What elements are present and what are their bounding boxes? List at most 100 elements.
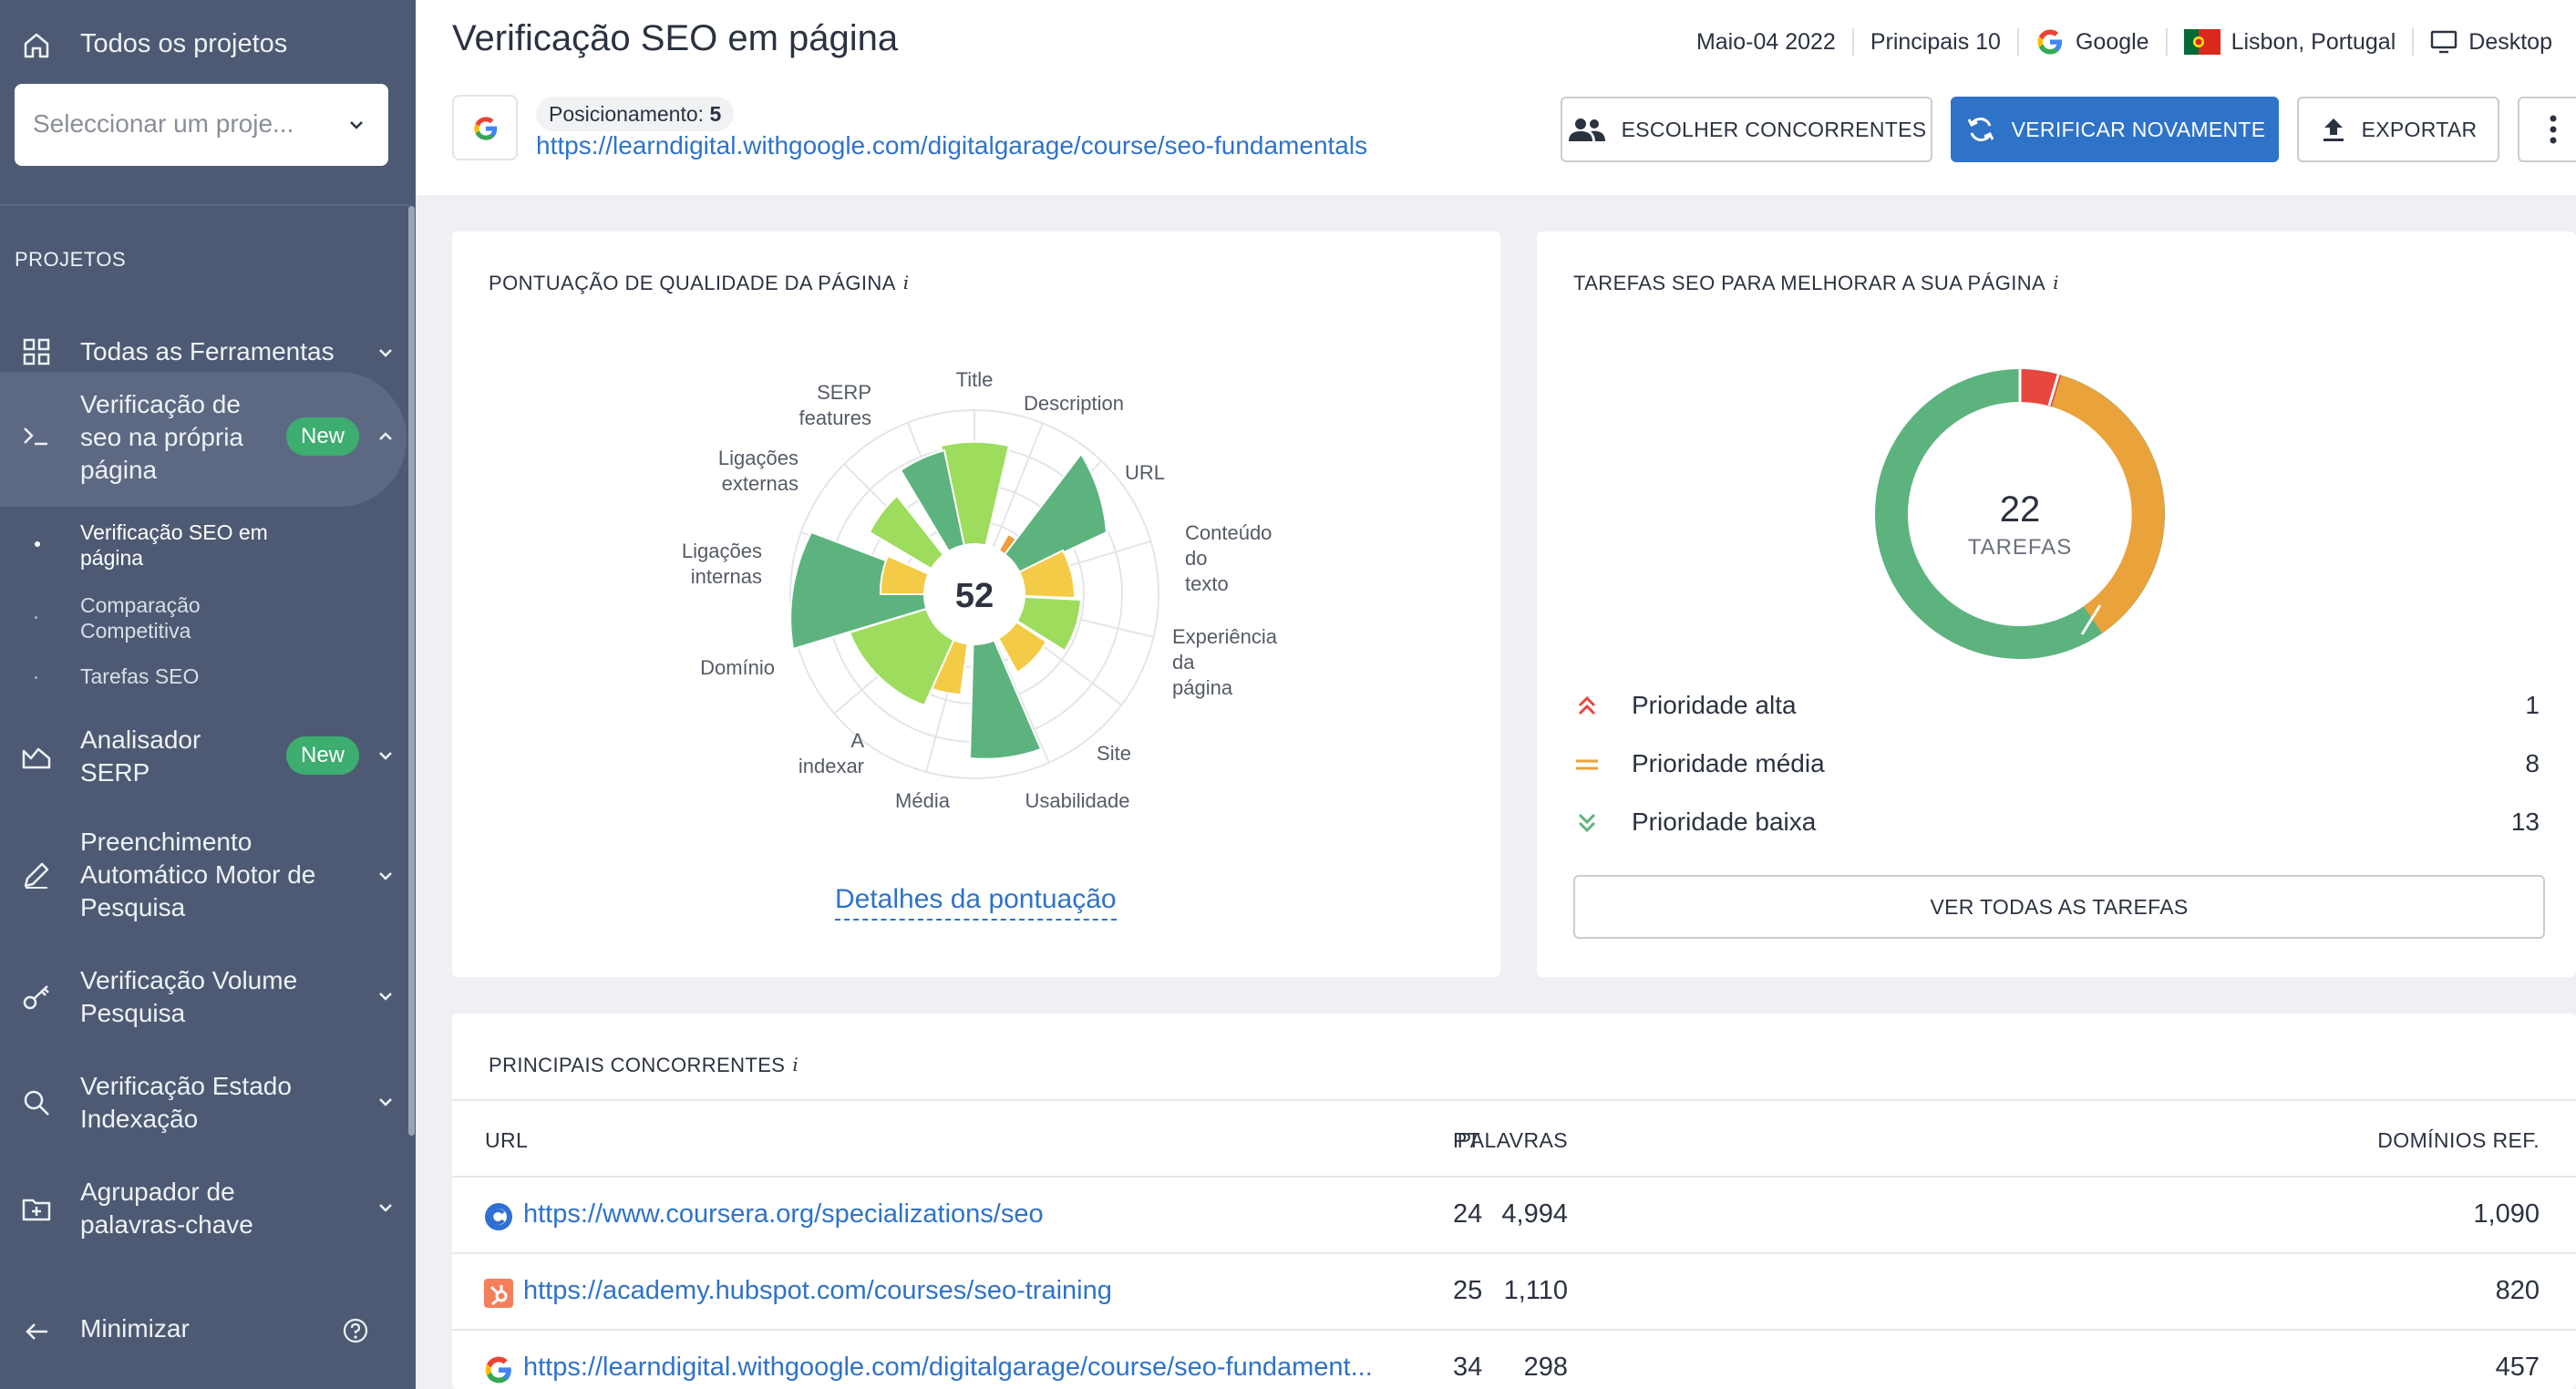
sub-item-seo-tasks[interactable]: Tarefas SEO [80, 664, 199, 689]
info-icon[interactable]: i [2053, 272, 2059, 293]
radar-label-external-links: Ligações [718, 447, 799, 469]
new-badge: New [286, 736, 360, 775]
choose-competitors-button[interactable]: ESCOLHER CONCORRENTES [1561, 97, 1932, 162]
radar-label-content: texto [1185, 572, 1229, 595]
users-icon [1568, 118, 1605, 141]
radar-label-site: Site [1097, 742, 1131, 765]
sidebar-item-label: Indexação [80, 1105, 199, 1133]
sidebar-item-on-page-seo[interactable]: Verificação de seo na própria página New [0, 388, 407, 490]
chart-area-icon [22, 747, 51, 769]
sub-item-bullet [35, 541, 40, 547]
competitor-url-link[interactable]: https://learndigital.withgoogle.com/digi… [523, 1353, 1373, 1382]
sidebar-item-label: Analisador [80, 725, 201, 754]
column-header-ref-domains[interactable]: DOMÍNIOS REF. [2377, 1128, 2540, 1152]
device: Desktop [2430, 29, 2552, 56]
column-header-url[interactable]: URL [485, 1128, 529, 1152]
choose-competitors-label: ESCOLHER CONCORRENTES [1621, 117, 1927, 141]
score-card-title: PONTUAÇÃO DE QUALIDADE DA PÁGINA i [489, 272, 910, 295]
help-icon[interactable] [341, 1316, 370, 1345]
export-button[interactable]: EXPORTAR [2297, 97, 2499, 162]
info-icon[interactable]: i [792, 1054, 799, 1075]
hubspot-icon [484, 1279, 513, 1308]
google-icon [485, 1356, 511, 1384]
more-vertical-icon [2550, 115, 2557, 144]
sidebar-item-label: Pesquisa [80, 999, 186, 1027]
competitor-url-link[interactable]: https://academy.hubspot.com/courses/seo-… [523, 1276, 1112, 1305]
competitor-pt: 25 [1453, 1276, 1483, 1305]
project-select[interactable]: Seleccionar um proje... [15, 84, 388, 166]
google-icon [2037, 29, 2062, 55]
radar-label-page-experience: página [1172, 676, 1233, 699]
info-icon[interactable]: i [902, 272, 910, 293]
sub-item-competitive-comparison[interactable]: Comparação Competitiva [80, 592, 201, 643]
sidebar-item-serp-analyzer[interactable]: Analisador SERP New [0, 724, 407, 789]
sidebar-item-label: Todas as Ferramentas [80, 337, 335, 365]
radar-label-internal-links: Ligações [682, 540, 762, 562]
meta-separator [2412, 28, 2415, 56]
radar-label-page-experience: da [1172, 651, 1195, 674]
sub-item-label: Comparação [80, 593, 201, 617]
search-icon [24, 1090, 49, 1116]
position-badge: Posicionamento: 5 [536, 97, 735, 131]
competitor-ref-domains: 820 [2495, 1276, 2540, 1305]
radar-label-average: Média [895, 789, 951, 812]
position-value: 5 [709, 102, 722, 126]
top-competitors-card: PRINCIPAIS CONCORRENTES i URL PT PALAVRAS… [452, 1013, 2576, 1389]
radar-label-title: Title [956, 368, 994, 391]
monitor-icon [2431, 30, 2458, 54]
meta-separator [1851, 28, 1854, 56]
competitor-pt: 34 [1453, 1353, 1483, 1382]
sidebar-item-search-volume[interactable]: Verificação Volume Pesquisa [0, 964, 407, 1030]
grid-icon [23, 338, 50, 365]
competitor-url-link[interactable]: https://www.coursera.org/specializations… [523, 1199, 1044, 1229]
equals-icon [1576, 759, 1598, 770]
minimize-button[interactable]: Minimizar [0, 1305, 407, 1360]
position-label: Posicionamento: [549, 102, 705, 126]
chevrons-up-icon [1578, 695, 1596, 715]
page-url-link[interactable]: https://learndigital.withgoogle.com/digi… [536, 131, 1368, 159]
folder-plus-icon [22, 1199, 51, 1221]
priority-count: 8 [2525, 749, 2540, 777]
minimize-label: Minimizar [80, 1314, 190, 1343]
all-projects-label: Todos os projetos [80, 29, 288, 58]
sidebar-item-label: Verificação Volume [80, 966, 298, 994]
priority-label: Prioridade média [1632, 749, 1825, 777]
more-options-button[interactable] [2518, 97, 2576, 162]
sidebar-item-keyword-grouper[interactable]: Agrupador de palavras-chave [0, 1176, 407, 1241]
score-details-link[interactable]: Detalhes da pontuação [835, 884, 1117, 921]
radar-label-content: do [1185, 547, 1207, 570]
chevrons-down-icon [1578, 813, 1596, 833]
chevron-down-icon [379, 993, 392, 1001]
project-select-placeholder: Seleccionar um proje... [33, 109, 294, 138]
sidebar-item-index-status[interactable]: Verificação Estado Indexação [0, 1070, 407, 1136]
radar-label-description: Description [1024, 392, 1124, 415]
sidebar-item-label: Verificação de [80, 390, 241, 418]
column-header-pt[interactable]: PT [1453, 1128, 1481, 1152]
search-engine-badge [452, 95, 518, 160]
chevron-down-icon [379, 1204, 392, 1212]
tasks-donut-chart: 22 TAREFAS [1875, 368, 2165, 659]
recheck-button[interactable]: VERIFICAR NOVAMENTE [1951, 97, 2279, 162]
sidebar-item-autocomplete[interactable]: Preenchimento Automático Motor de Pesqui… [0, 826, 407, 928]
table-header-row: URL PT PALAVRAS DOMÍNIOS REF. [452, 1099, 2576, 1176]
sidebar-item-label: Agrupador de [80, 1178, 235, 1206]
sidebar-item-label: seo na própria [80, 423, 244, 451]
tasks-total-label: TAREFAS [1968, 535, 2073, 560]
competitor-ref-domains: 1,090 [2473, 1199, 2540, 1229]
sidebar-item-all-tools[interactable]: Todas as Ferramentas [0, 328, 407, 383]
sidebar-scrollbar[interactable] [408, 206, 415, 1136]
view-all-tasks-button[interactable]: VER TODAS AS TAREFAS [1573, 875, 2545, 939]
table-row: https://www.coursera.org/specializations… [452, 1176, 2576, 1252]
tasks-total: 22 [2000, 489, 2041, 530]
sub-item-on-page-seo-check[interactable]: Verificação SEO em página [80, 520, 268, 571]
all-projects-link[interactable]: Todos os projetos [0, 16, 416, 75]
sub-item-bullet [35, 676, 37, 679]
chevron-down-icon [379, 349, 392, 357]
meta-separator [2165, 28, 2168, 56]
priority-high-row: Prioridade alta 1 [1573, 684, 2540, 729]
column-header-words[interactable]: PALAVRAS [1457, 1128, 1568, 1152]
coursera-icon [485, 1203, 512, 1230]
pencil-icon [24, 862, 49, 889]
competitors-card-title-text: PRINCIPAIS CONCORRENTES [489, 1054, 786, 1076]
upload-icon [2323, 118, 2344, 141]
